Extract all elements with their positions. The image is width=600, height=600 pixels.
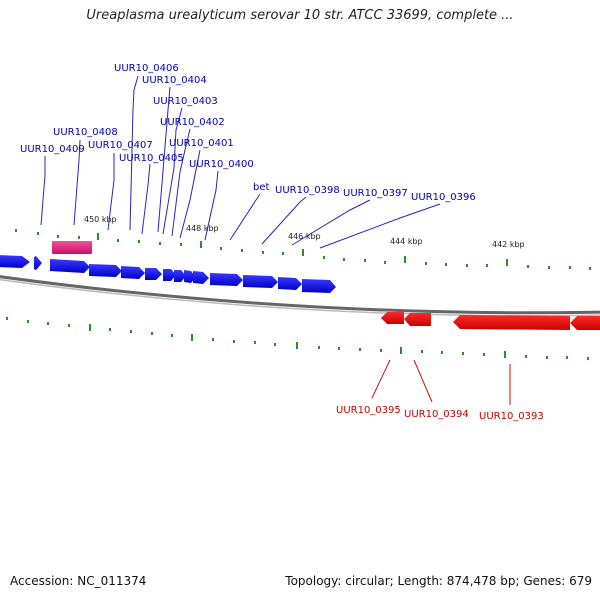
- tick-label-448: 448 kbp: [186, 224, 219, 233]
- gene-arrow[interactable]: [570, 316, 600, 330]
- gene-label-uur10-0393[interactable]: UUR10_0393: [479, 411, 544, 422]
- reverse-gene-labels: UUR10_0395 UUR10_0394 UUR10_0393: [336, 405, 544, 422]
- tick-label-442: 442 kbp: [492, 240, 525, 249]
- gene-label-uur10-0395[interactable]: UUR10_0395: [336, 405, 401, 416]
- gene-arrow[interactable]: [163, 269, 176, 281]
- reverse-gene-track[interactable]: [381, 312, 600, 330]
- gene-label-uur10-0402[interactable]: UUR10_0402: [160, 117, 225, 128]
- highlighted-gene[interactable]: [52, 241, 92, 254]
- gene-label-uur10-0404[interactable]: UUR10_0404: [142, 75, 207, 86]
- gene-arrow[interactable]: [89, 264, 122, 277]
- gene-label-uur10-0397[interactable]: UUR10_0397: [343, 188, 408, 199]
- gene-arrow[interactable]: [453, 315, 570, 330]
- forward-gene-track[interactable]: [0, 255, 336, 293]
- gene-label-uur10-0396[interactable]: UUR10_0396: [411, 192, 476, 203]
- gene-arrow[interactable]: [243, 275, 278, 288]
- gene-arrow[interactable]: [302, 279, 336, 293]
- gene-label-uur10-0401[interactable]: UUR10_0401: [169, 138, 234, 149]
- gene-arrow[interactable]: [34, 256, 42, 270]
- gene-label-uur10-0407[interactable]: UUR10_0407: [88, 140, 153, 151]
- gene-arrow[interactable]: [174, 270, 186, 282]
- upper-tick-track: [15, 229, 591, 270]
- gene-label-uur10-0394[interactable]: UUR10_0394: [404, 409, 469, 420]
- tick-label-444: 444 kbp: [390, 237, 423, 246]
- accession-label: Accession: NC_011374: [10, 574, 147, 588]
- map-title: Ureaplasma urealyticum serovar 10 str. A…: [86, 8, 514, 23]
- genome-backbone: [0, 275, 600, 315]
- gene-arrow[interactable]: [193, 271, 209, 284]
- gene-label-uur10-0400[interactable]: UUR10_0400: [189, 159, 254, 170]
- gene-label-uur10-0398[interactable]: UUR10_0398: [275, 185, 340, 196]
- gene-arrow[interactable]: [121, 266, 145, 279]
- gene-arrow[interactable]: [404, 313, 431, 326]
- gene-arrow[interactable]: [381, 312, 404, 324]
- gene-label-bet[interactable]: bet: [253, 182, 270, 193]
- gene-label-uur10-0409[interactable]: UUR10_0409: [20, 144, 85, 155]
- gene-arrow[interactable]: [50, 259, 90, 273]
- gene-label-uur10-0403[interactable]: UUR10_0403: [153, 96, 218, 107]
- genome-summary: Topology: circular; Length: 874,478 bp; …: [285, 574, 592, 588]
- tick-label-446: 446 kbp: [288, 232, 321, 241]
- gene-arrow[interactable]: [145, 268, 162, 280]
- reverse-leader-lines: [371, 359, 511, 405]
- gene-label-uur10-0406[interactable]: UUR10_0406: [114, 63, 179, 74]
- forward-leader-lines: [40, 75, 441, 249]
- gene-arrow[interactable]: [278, 277, 302, 290]
- gene-arrow[interactable]: [210, 273, 243, 286]
- tick-label-450: 450 kbp: [84, 215, 117, 224]
- upper-tick-labels: 450 kbp 448 kbp 446 kbp 444 kbp 442 kbp: [84, 215, 525, 249]
- lower-tick-track: [6, 317, 589, 360]
- gene-label-uur10-0405[interactable]: UUR10_0405: [119, 153, 184, 164]
- gene-label-uur10-0408[interactable]: UUR10_0408: [53, 127, 118, 138]
- forward-gene-labels: UUR10_0406 UUR10_0404 UUR10_0403 UUR10_0…: [20, 63, 476, 203]
- gene-arrow[interactable]: [0, 255, 30, 268]
